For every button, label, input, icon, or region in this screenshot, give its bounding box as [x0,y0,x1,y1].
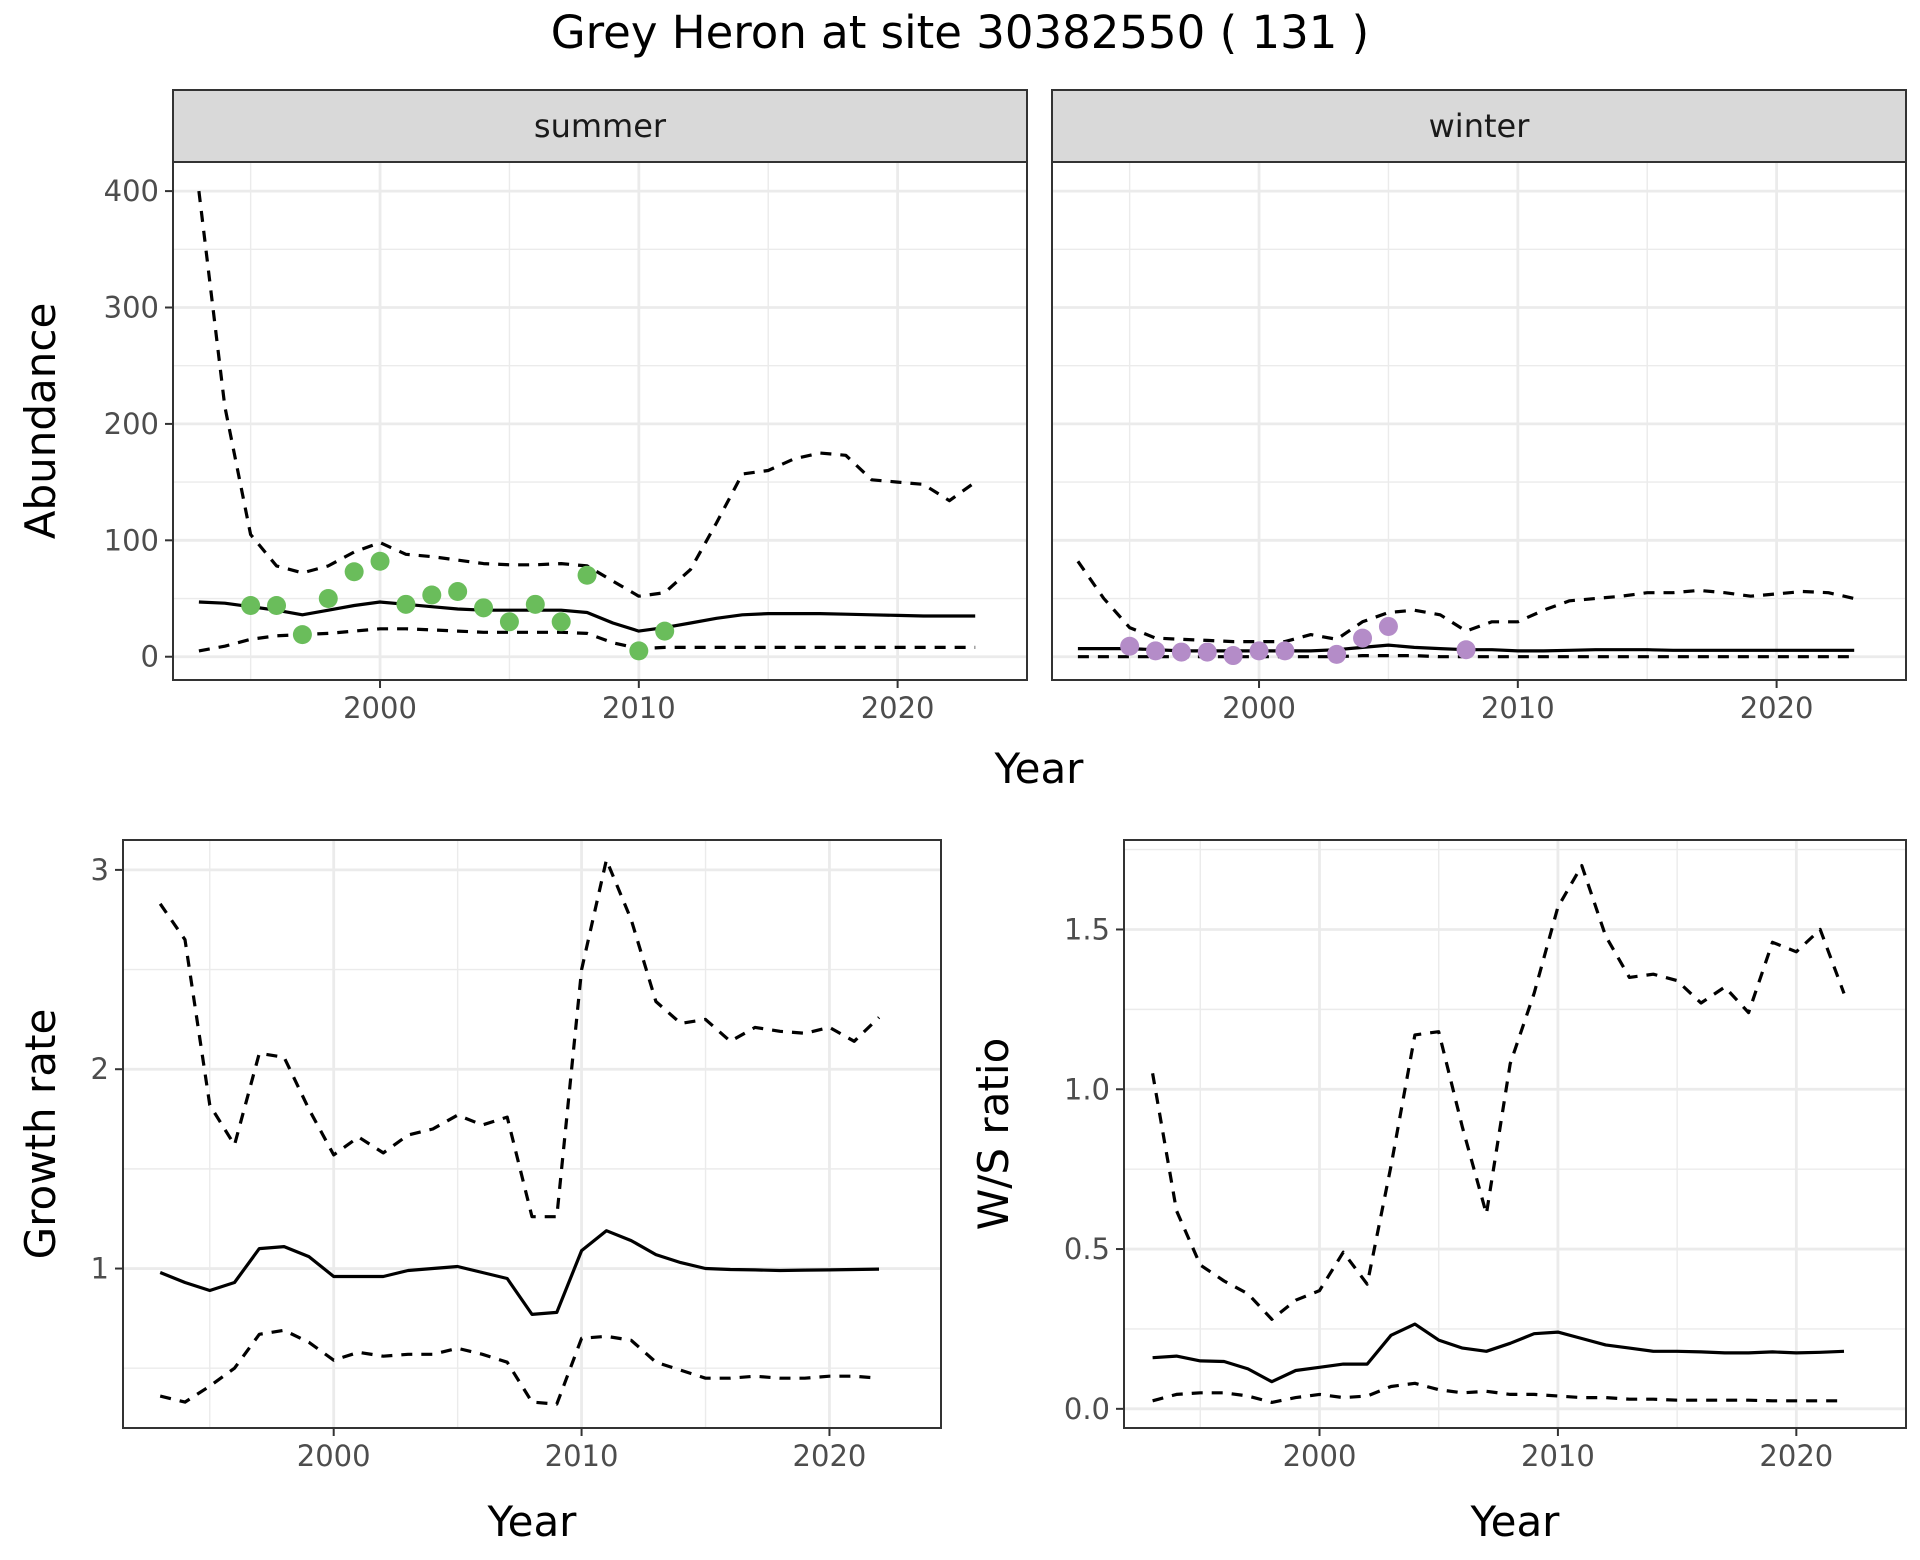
data-point [1456,640,1476,660]
data-point [629,641,649,661]
x-tick-label: 2000 [343,691,417,725]
y-tick-label: 0 [141,640,159,674]
panel-border [1123,839,1907,1429]
data-point [1327,644,1347,664]
data-point [292,625,312,645]
x-tick-label: 2000 [1222,691,1296,725]
y-tick-label: 0.0 [1064,1392,1110,1426]
x-tick-label: 2020 [861,691,935,725]
x-tick-label: 2010 [602,691,676,725]
data-point [1223,646,1243,666]
data-point [1249,641,1269,661]
y-tick-label: 400 [104,174,159,208]
data-point [499,612,519,632]
x-tick-label: 2020 [1740,691,1814,725]
lower-bound-line [159,1328,880,1406]
data-point [396,594,416,614]
data-point [655,621,675,641]
lower-bound-line [1152,1381,1844,1404]
panel-border [122,839,942,1429]
estimate-line [198,600,976,633]
x-tick-label: 2000 [1283,1439,1357,1473]
data-point [241,596,261,616]
panel-abundance-1: 2000 2010 2020 winter Year [994,89,1907,793]
x-axis-title: Year [1470,1497,1561,1546]
data-point [525,594,545,614]
upper-bound-line [197,190,977,598]
y-tick-label: 200 [104,407,159,441]
data-point [1353,628,1373,648]
chart-title: Grey Heron at site 30382550 ( 131 ) [551,6,1369,59]
lower-bound-line [198,627,976,653]
y-tick-label: 300 [104,291,159,325]
estimate-line [1152,1322,1845,1384]
x-tick-label: 2010 [545,1439,619,1473]
estimate-line [159,1229,880,1316]
facet-label-winter: winter [1429,107,1531,145]
data-point [551,612,571,632]
data-point [448,582,468,602]
y-axis-title: Abundance [16,303,65,540]
data-point [1378,616,1398,636]
data-point [370,551,390,571]
y-tick-label: 0.5 [1064,1232,1110,1266]
data-point [318,589,338,609]
data-point [1275,641,1295,661]
upper-bound-line [1076,560,1855,644]
data-point [422,585,442,605]
x-tick-label: 2020 [1759,1439,1833,1473]
data-point [577,565,597,585]
data-point [474,598,494,618]
y-tick-label: 3 [91,853,109,887]
data-point [1120,636,1140,656]
facet-label-summer: summer [534,107,667,145]
panel-abundance-0: 2000 2010 2020 0 100 200 300 400 summer Abundance [16,89,1028,725]
data-point [1197,642,1217,662]
data-point [267,596,287,616]
y-tick-label: 1.5 [1064,912,1110,946]
panels: 2000 2010 2020 0 100 200 300 400 summer Abundance… [16,89,1907,1546]
data-point [1146,641,1166,661]
upper-bound-line [158,858,881,1219]
data-point [344,562,364,582]
x-axis-title: Year [487,1497,578,1546]
facet-strip [172,89,1028,163]
x-tick-label: 2020 [793,1439,867,1473]
upper-bound-line [1151,864,1846,1321]
y-tick-label: 2 [91,1052,109,1086]
x-tick-label: 2000 [297,1439,371,1473]
facet-strip [1051,89,1907,163]
data-point [1171,642,1191,662]
y-tick-label: 1 [91,1252,109,1286]
x-axis-title: Year [994,744,1085,793]
panel-growth: 2000 2010 2020 1 2 3 Growth rate Year [16,839,942,1546]
y-tick-label: 1.0 [1064,1072,1110,1106]
x-tick-label: 2010 [1481,691,1555,725]
y-axis-title: W/S ratio [969,1038,1018,1231]
panel-ws_ratio: 2000 2010 2020 0.0 0.5 1.0 1.5 W/S ratio Year [969,839,1907,1546]
y-tick-label: 100 [104,523,159,557]
y-axis-title: Growth rate [16,1009,65,1260]
x-tick-label: 2010 [1521,1439,1595,1473]
